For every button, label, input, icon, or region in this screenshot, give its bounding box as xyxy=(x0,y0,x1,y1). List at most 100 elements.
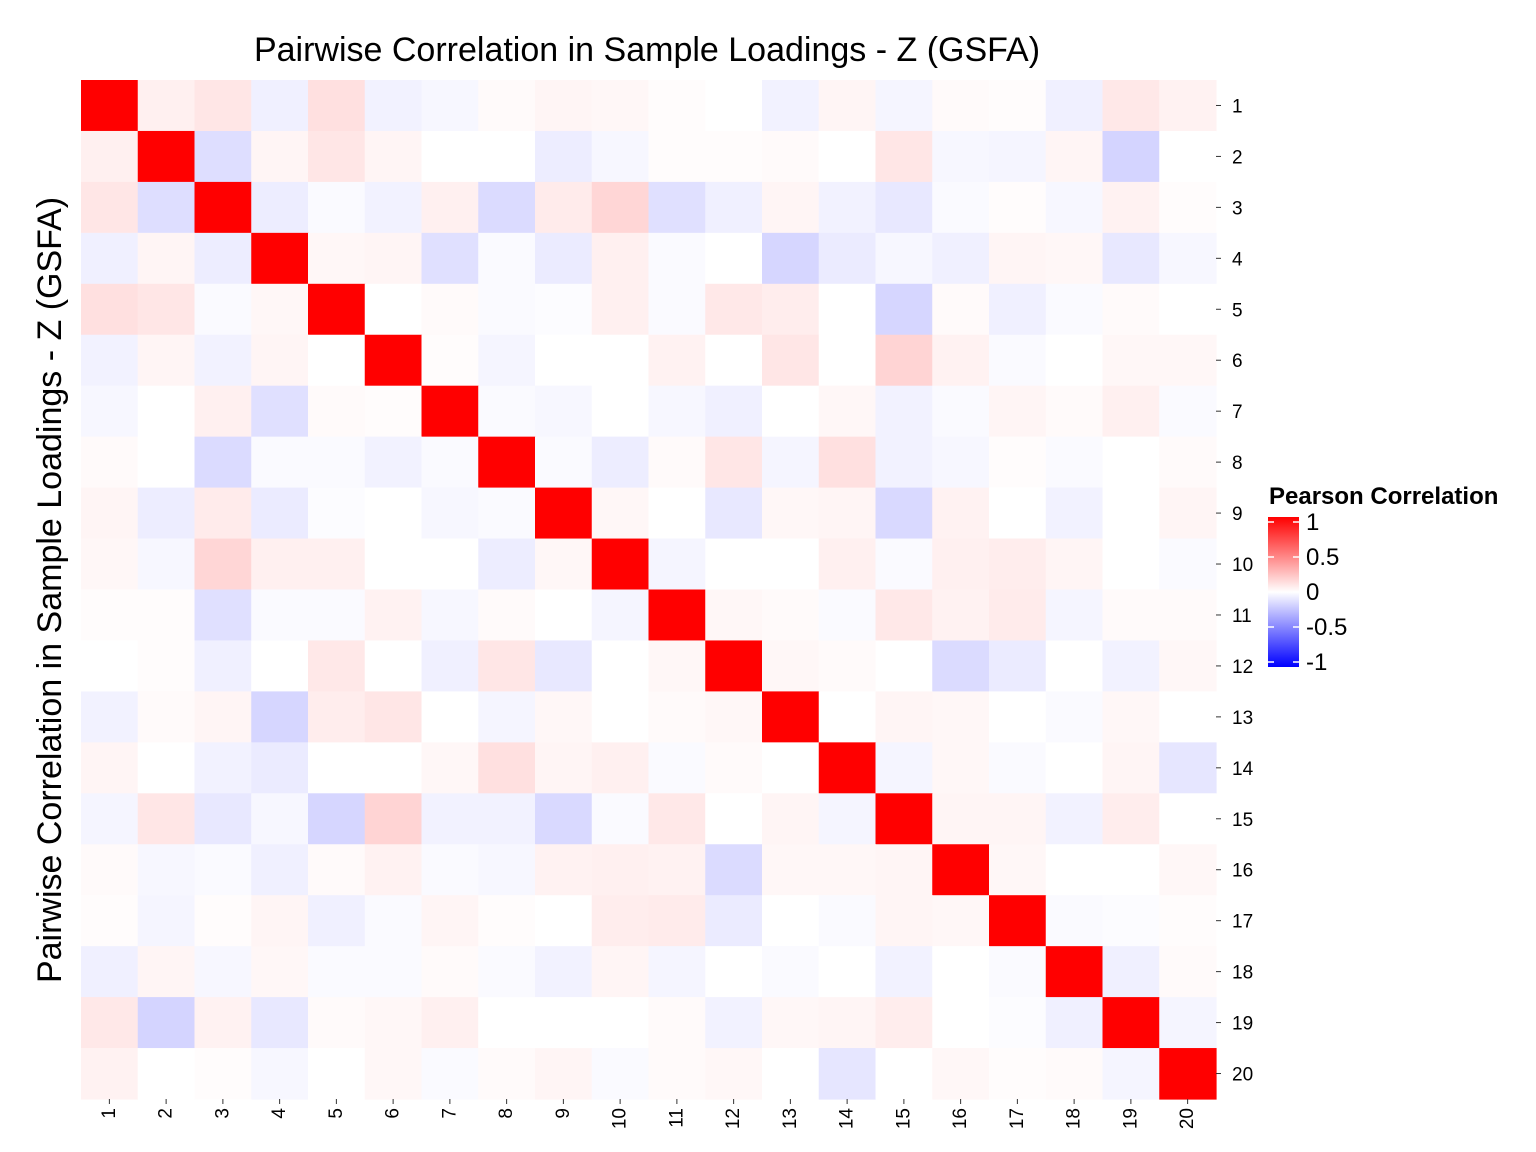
heatmap-cell-18-3 xyxy=(194,946,252,998)
heatmap-cell-18-10 xyxy=(591,946,650,998)
heatmap-cell-2-17 xyxy=(989,130,1047,183)
heatmap-cell-15-3 xyxy=(194,793,252,845)
heatmap-cell-9-19 xyxy=(1102,487,1160,540)
heatmap-cell-2-12 xyxy=(705,130,763,183)
heatmap-cell-11-8 xyxy=(478,589,536,642)
heatmap-cell-7-9 xyxy=(535,385,593,438)
heatmap-cell-16-4 xyxy=(251,844,309,896)
heatmap-cell-15-18 xyxy=(1045,793,1104,845)
heatmap-cell-2-8 xyxy=(478,130,536,183)
heatmap-cell-11-20 xyxy=(1159,589,1217,642)
y-tick-label: 1 xyxy=(1232,96,1243,117)
heatmap-cell-11-13 xyxy=(762,589,820,642)
heatmap-cell-11-15 xyxy=(875,589,933,642)
heatmap-cell-6-7 xyxy=(421,334,479,387)
heatmap-cell-12-4 xyxy=(251,640,309,692)
x-tick-label: 6 xyxy=(383,1108,404,1119)
y-tick-label: 5 xyxy=(1232,300,1243,321)
heatmap-cell-13-15 xyxy=(875,691,933,743)
legend-title: Pearson Correlation xyxy=(1269,483,1498,510)
heatmap-cell-13-9 xyxy=(535,691,593,743)
heatmap-cell-18-1 xyxy=(81,946,139,998)
heatmap-cell-9-4 xyxy=(251,487,309,540)
heatmap-cell-19-19 xyxy=(1102,997,1160,1049)
heatmap-cell-12-9 xyxy=(535,640,593,692)
heatmap-cell-6-4 xyxy=(251,334,309,387)
heatmap-cell-3-2 xyxy=(137,181,196,234)
heatmap-cell-8-18 xyxy=(1045,436,1104,489)
heatmap-cell-8-13 xyxy=(762,436,820,489)
heatmap-cell-10-12 xyxy=(705,538,763,591)
heatmap-cell-3-8 xyxy=(478,181,536,234)
heatmap-cell-1-8 xyxy=(478,80,536,132)
heatmap-cell-3-7 xyxy=(421,181,479,234)
heatmap-cell-18-7 xyxy=(421,946,479,998)
heatmap-cell-7-2 xyxy=(137,385,196,438)
heatmap-cell-12-19 xyxy=(1102,640,1160,692)
heatmap-cell-5-20 xyxy=(1159,283,1217,336)
heatmap-cell-19-4 xyxy=(251,997,309,1049)
heatmap-cell-17-17 xyxy=(989,895,1047,947)
heatmap-cell-10-6 xyxy=(364,538,423,591)
heatmap-cell-12-20 xyxy=(1159,640,1217,692)
heatmap-cell-16-16 xyxy=(932,844,990,896)
heatmap-cell-6-1 xyxy=(81,334,139,387)
heatmap-cell-10-7 xyxy=(421,538,479,591)
heatmap-cell-1-17 xyxy=(989,80,1047,132)
heatmap-cell-10-11 xyxy=(648,538,706,591)
heatmap-cell-2-9 xyxy=(535,130,593,183)
heatmap-cell-10-2 xyxy=(137,538,196,591)
heatmap-cell-1-7 xyxy=(421,80,479,132)
heatmap-cell-13-18 xyxy=(1045,691,1104,743)
heatmap-cell-16-6 xyxy=(364,844,423,896)
heatmap-cell-16-9 xyxy=(535,844,593,896)
heatmap-cell-4-13 xyxy=(762,232,820,285)
heatmap-cell-17-12 xyxy=(705,895,763,947)
heatmap-cell-7-6 xyxy=(364,385,423,438)
heatmap-cell-19-5 xyxy=(308,997,366,1049)
heatmap-cell-15-17 xyxy=(989,793,1047,845)
legend-tick-label: 1 xyxy=(1306,509,1319,536)
heatmap-cell-14-19 xyxy=(1102,742,1160,794)
x-tick-label: 1 xyxy=(99,1108,120,1119)
heatmap-cell-15-14 xyxy=(818,793,877,845)
heatmap-cell-9-11 xyxy=(648,487,706,540)
heatmap-cell-8-9 xyxy=(535,436,593,489)
heatmap-cell-16-18 xyxy=(1045,844,1104,896)
heatmap-cell-12-11 xyxy=(648,640,706,692)
heatmap-cell-18-9 xyxy=(535,946,593,998)
heatmap-cell-17-13 xyxy=(762,895,820,947)
heatmap-cell-16-8 xyxy=(478,844,536,896)
heatmap-cell-9-15 xyxy=(875,487,933,540)
heatmap-cell-19-9 xyxy=(535,997,593,1049)
heatmap-cell-11-1 xyxy=(81,589,139,642)
heatmap-cell-3-10 xyxy=(591,181,650,234)
x-tick-label: 3 xyxy=(212,1108,233,1119)
heatmap-cell-18-5 xyxy=(308,946,366,998)
heatmap-cell-9-14 xyxy=(818,487,877,540)
heatmap-cell-8-10 xyxy=(591,436,650,489)
x-tick-label: 15 xyxy=(893,1108,914,1129)
heatmap-cell-17-8 xyxy=(478,895,536,947)
heatmap-cell-12-1 xyxy=(81,640,139,692)
heatmap-cell-10-4 xyxy=(251,538,309,591)
heatmap-cell-4-17 xyxy=(989,232,1047,285)
heatmap-cell-11-16 xyxy=(932,589,990,642)
heatmap-cell-18-17 xyxy=(989,946,1047,998)
heatmap-cell-19-6 xyxy=(364,997,423,1049)
heatmap-cell-4-3 xyxy=(194,232,252,285)
heatmap-cell-5-16 xyxy=(932,283,990,336)
heatmap-cell-3-16 xyxy=(932,181,990,234)
heatmap-cell-5-18 xyxy=(1045,283,1104,336)
heatmap-cell-2-10 xyxy=(591,130,650,183)
heatmap-cell-10-17 xyxy=(989,538,1047,591)
heatmap-cell-12-3 xyxy=(194,640,252,692)
heatmap-cell-18-2 xyxy=(137,946,196,998)
heatmap-cell-4-19 xyxy=(1102,232,1160,285)
heatmap-cell-20-11 xyxy=(648,1048,706,1100)
heatmap-cell-18-6 xyxy=(364,946,423,998)
heatmap-cell-5-19 xyxy=(1102,283,1160,336)
heatmap-cell-14-14 xyxy=(818,742,877,794)
heatmap-cell-12-10 xyxy=(591,640,650,692)
heatmap-cell-7-7 xyxy=(421,385,479,438)
